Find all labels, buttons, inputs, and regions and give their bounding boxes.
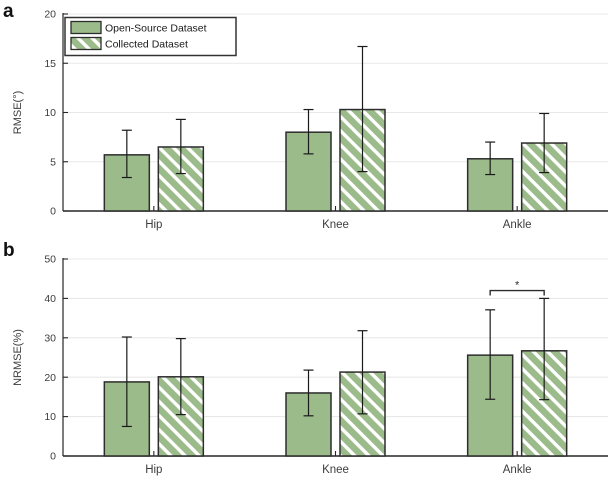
x-tick-label-knee: Knee <box>322 219 349 231</box>
significance-star: * <box>515 280 520 292</box>
y-tick-label-15: 15 <box>44 58 56 70</box>
panel-b-letter: b <box>3 240 15 261</box>
panel-a-rmse-chart: 0 5 10 15 20 RMSE(°) Hip Knee Ankle Open-Source D… <box>12 9 608 231</box>
legend-label-collected: Collected Dataset <box>105 39 188 51</box>
y-tick-label-50: 50 <box>44 254 56 266</box>
y-tick-label-20: 20 <box>44 372 56 384</box>
y-tick-label-10: 10 <box>44 107 56 119</box>
legend-swatch-collected <box>70 36 102 51</box>
x-tick-label-hip: Hip <box>145 219 162 231</box>
panel-a-letter: a <box>3 1 14 22</box>
bar-hip-collected <box>157 376 205 457</box>
y-tick-label-30: 30 <box>44 332 56 344</box>
panel-b-nrmse-chart: 0 10 20 30 40 50 NRMSE(%) Hip Knee Ankle * <box>12 254 608 476</box>
y-tick-label-0: 0 <box>50 451 56 463</box>
x-tick-label-ankle: Ankle <box>503 464 532 476</box>
x-tick-label-knee: Knee <box>322 464 349 476</box>
legend-label-open-source: Open-Source Dataset <box>105 23 207 35</box>
y-axis-title: RMSE(°) <box>12 91 24 135</box>
y-axis-title: NRMSE(%) <box>12 329 24 386</box>
y-tick-label-40: 40 <box>44 293 56 305</box>
x-tick-label-ankle: Ankle <box>503 219 532 231</box>
bar-knee-open-source <box>285 392 332 457</box>
y-tick-label-10: 10 <box>44 411 56 423</box>
legend-swatch-open-source <box>70 20 102 35</box>
y-tick-label-5: 5 <box>50 156 56 168</box>
significance-bracket <box>489 289 545 296</box>
y-tick-label-20: 20 <box>44 9 56 21</box>
x-tick-label-hip: Hip <box>145 464 162 476</box>
y-tick-label-0: 0 <box>50 206 56 218</box>
